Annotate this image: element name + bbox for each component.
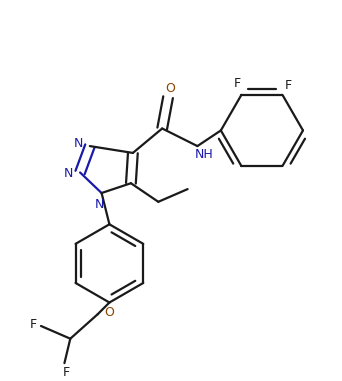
- Text: NH: NH: [195, 148, 214, 162]
- Text: F: F: [30, 317, 37, 331]
- Text: F: F: [234, 77, 241, 90]
- Text: O: O: [165, 82, 175, 95]
- Text: N: N: [64, 167, 73, 180]
- Text: O: O: [104, 306, 114, 319]
- Text: F: F: [63, 367, 70, 379]
- Text: F: F: [285, 78, 292, 91]
- Text: N: N: [74, 137, 83, 150]
- Text: N: N: [95, 198, 104, 211]
